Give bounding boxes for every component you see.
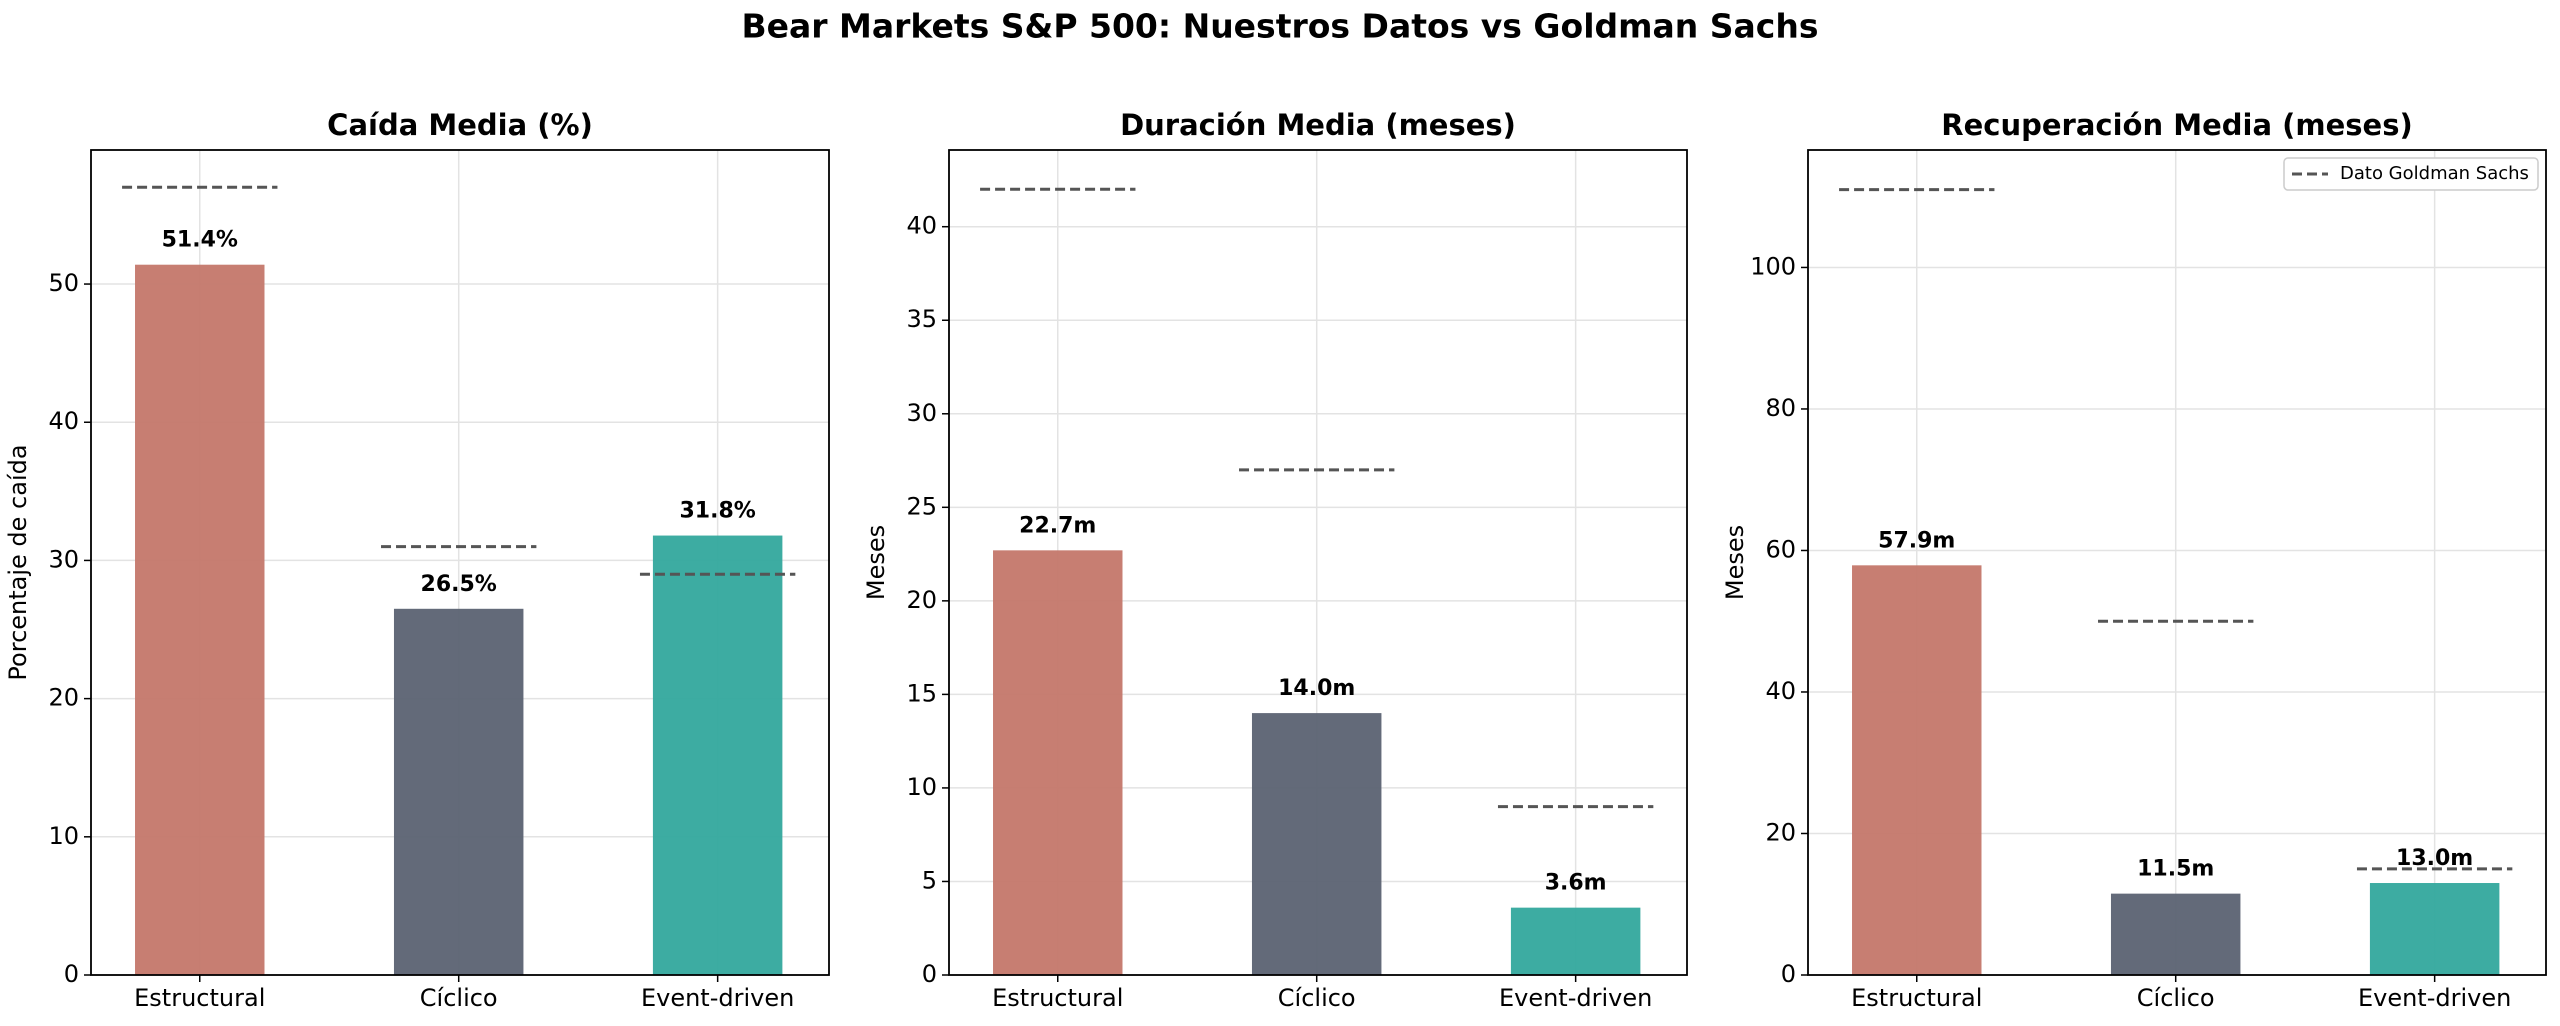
y-tick-label: 30 (906, 399, 937, 427)
bar (2369, 883, 2500, 975)
figure-title: Bear Markets S&P 500: Nuestros Datos vs … (741, 7, 1818, 46)
x-tick-label: Cíclico (2137, 984, 2215, 1012)
legend-label: Dato Goldman Sachs (2340, 163, 2529, 184)
value-label: 11.5m (2137, 857, 2214, 882)
y-tick-label: 35 (906, 305, 937, 333)
x-tick-label: Estructural (1851, 984, 1982, 1012)
y-tick-label: 20 (48, 684, 79, 712)
value-label: 14.0m (1278, 676, 1355, 701)
y-tick-label: 15 (906, 679, 937, 707)
value-label: 51.4% (162, 228, 238, 253)
y-tick-label: 0 (1781, 960, 1796, 988)
y-tick-label: 40 (1765, 677, 1796, 705)
y-tick-label: 40 (906, 212, 937, 240)
y-tick-label: 50 (48, 269, 79, 297)
value-label: 22.7m (1019, 513, 1096, 538)
axes-title: Caída Media (%) (327, 108, 593, 142)
bar (993, 550, 1123, 975)
axes-frame (948, 149, 1688, 976)
x-tick-label: Cíclico (1278, 984, 1356, 1012)
y-tick-label: 80 (1765, 394, 1796, 422)
x-tick-label: Event-driven (2358, 984, 2511, 1012)
value-label: 3.6m (1545, 871, 1607, 896)
axes-frame (1807, 149, 2547, 976)
bar (1510, 907, 1641, 975)
y-axis-label: Meses (862, 525, 890, 600)
x-tick-label: Estructural (992, 984, 1123, 1012)
y-axis-label: Porcentaje de caída (4, 444, 32, 680)
y-tick-label: 5 (922, 866, 937, 894)
y-axis-label: Meses (1721, 525, 1749, 600)
y-tick-label: 30 (48, 545, 79, 573)
x-tick-label: Event-driven (641, 984, 794, 1012)
axes-frame (90, 149, 830, 976)
y-tick-label: 10 (906, 773, 937, 801)
value-label: 13.0m (2396, 846, 2473, 871)
bar (393, 608, 524, 975)
y-tick-label: 60 (1765, 535, 1796, 563)
x-tick-label: Event-driven (1499, 984, 1652, 1012)
x-tick-label: Cíclico (420, 984, 498, 1012)
legend-box (2283, 157, 2539, 191)
axes-title: Duración Media (meses) (1120, 108, 1516, 142)
y-tick-label: 25 (906, 492, 937, 520)
bar (135, 264, 265, 975)
bar (1251, 713, 1382, 975)
x-tick-label: Estructural (134, 984, 265, 1012)
value-label: 31.8% (679, 499, 755, 524)
y-tick-label: 20 (906, 586, 937, 614)
bar (1852, 565, 1982, 975)
axes-title: Recuperación Media (meses) (1941, 108, 2412, 142)
value-label: 57.9m (1878, 528, 1955, 553)
y-tick-label: 40 (48, 407, 79, 435)
bar (2110, 893, 2241, 975)
bar (652, 535, 783, 975)
value-label: 26.5% (421, 572, 497, 597)
y-tick-label: 0 (64, 960, 79, 988)
y-tick-label: 10 (48, 822, 79, 850)
y-tick-label: 100 (1750, 252, 1796, 280)
y-tick-label: 20 (1765, 818, 1796, 846)
y-tick-label: 0 (922, 960, 937, 988)
